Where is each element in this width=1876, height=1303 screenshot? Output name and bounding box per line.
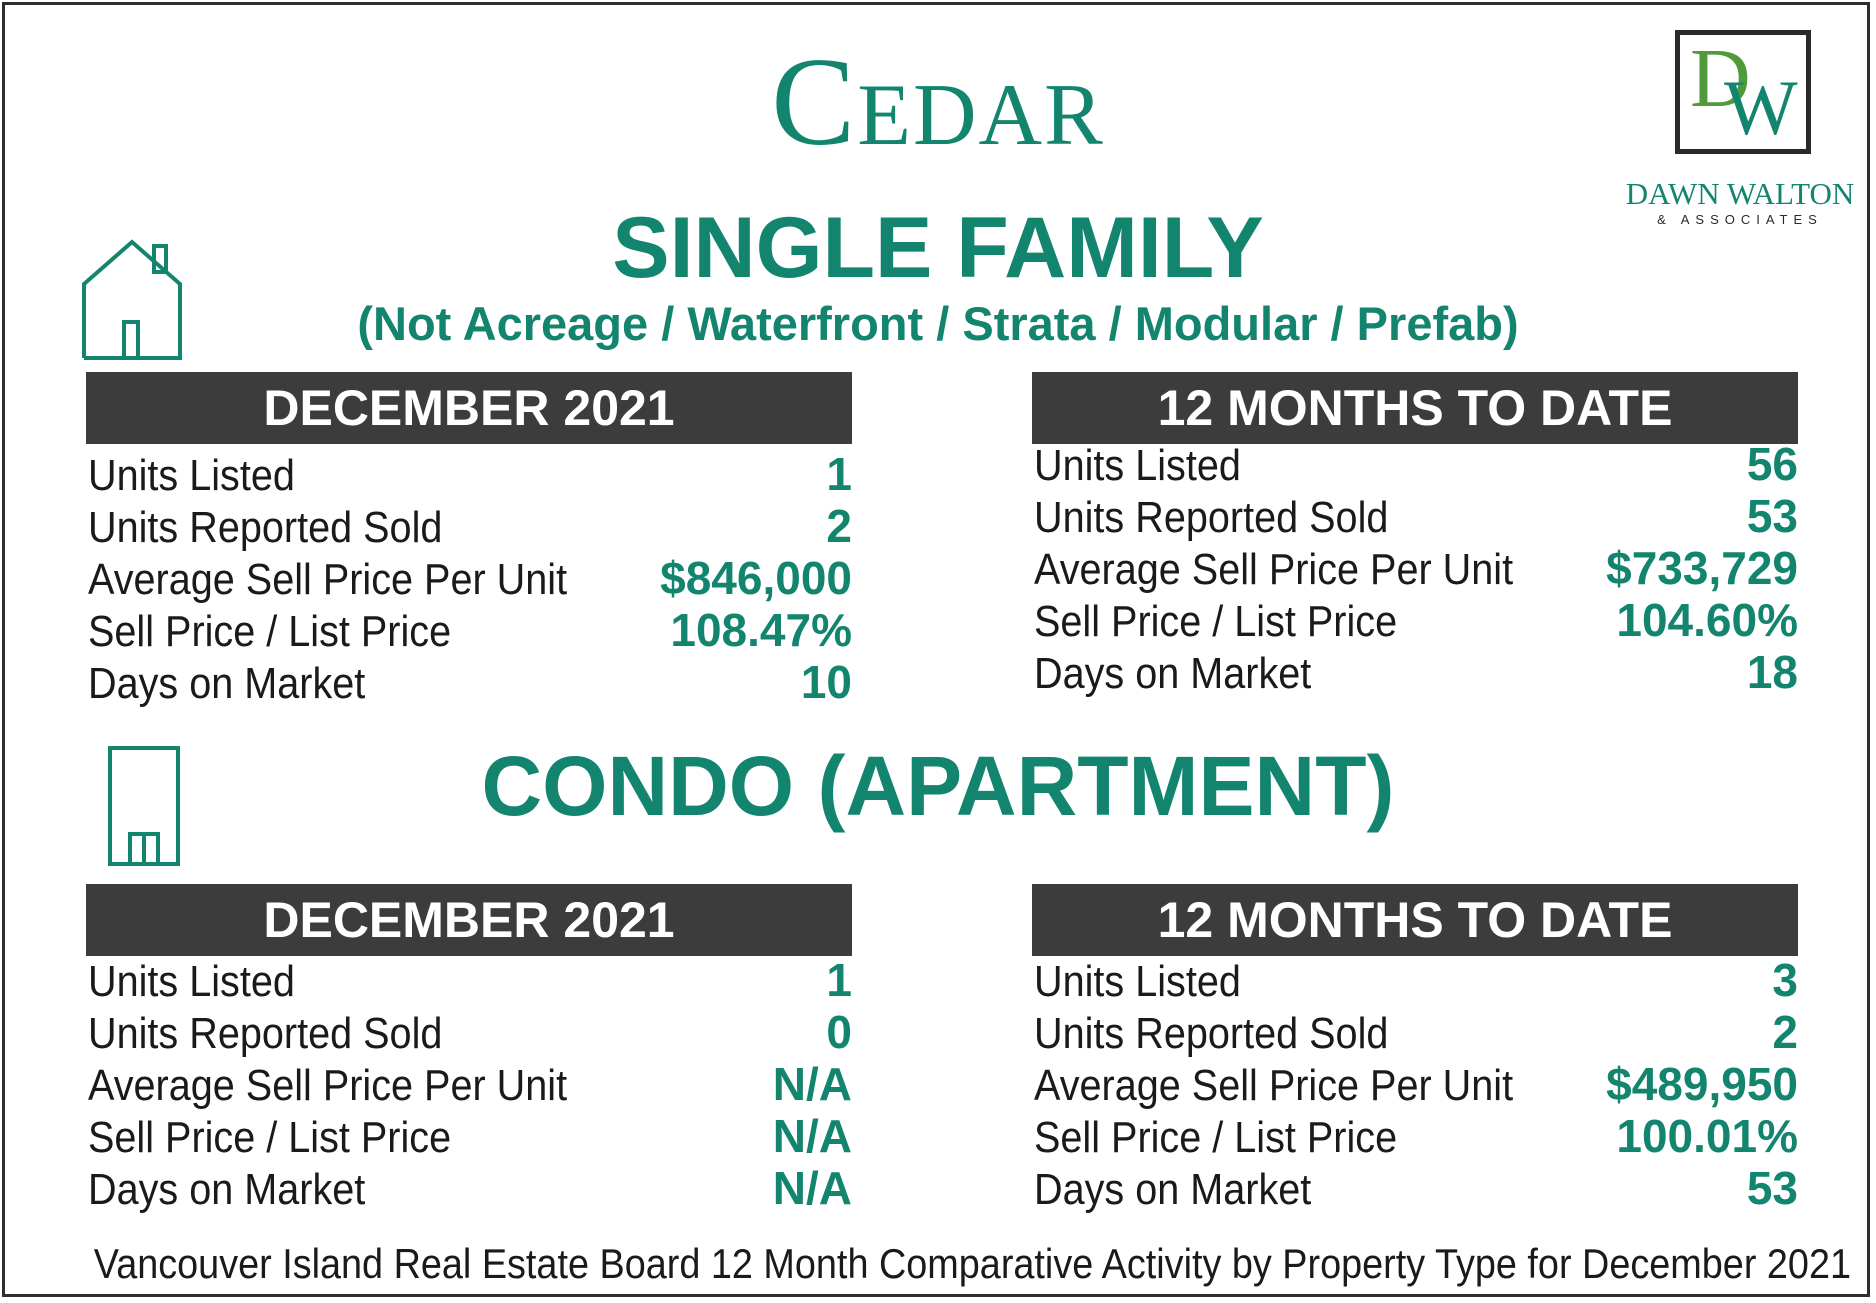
stat-label: Days on Market xyxy=(1034,649,1312,698)
panel-header: DECEMBER 2021 xyxy=(86,372,852,444)
stat-label: Units Reported Sold xyxy=(88,1009,443,1058)
logo-tagline: & ASSOCIATES xyxy=(1657,212,1823,227)
stat-label: Units Reported Sold xyxy=(1034,1009,1389,1058)
stat-value: $733,729 xyxy=(1606,542,1798,594)
stat-row: Average Sell Price Per Unit $846,000 xyxy=(86,552,852,604)
single-family-month-panel: DECEMBER 2021 Units Listed 1 Units Report… xyxy=(86,372,852,708)
stat-value: N/A xyxy=(772,1162,852,1214)
stat-label: Sell Price / List Price xyxy=(88,1113,452,1162)
apartment-building-icon xyxy=(108,746,180,866)
single-family-subheading: (Not Acreage / Waterfront / Strata / Mod… xyxy=(357,297,1519,350)
stat-value: 18 xyxy=(1746,646,1798,698)
stat-value: N/A xyxy=(772,1110,852,1162)
stat-value: 2 xyxy=(826,500,852,552)
stat-label: Units Listed xyxy=(88,451,295,500)
stat-value: 2 xyxy=(1772,1006,1798,1058)
single-family-ytd-panel: 12 MONTHS TO DATE Units Listed 56 Units R… xyxy=(1032,372,1798,698)
house-icon xyxy=(82,239,182,360)
stat-rows: Units Listed 1 Units Reported Sold 2 Avera… xyxy=(86,448,852,708)
stat-value: 108.47% xyxy=(670,604,852,656)
stat-row: Sell Price / List Price N/A xyxy=(86,1110,852,1162)
stat-value: 3 xyxy=(1772,954,1798,1006)
stat-value: 53 xyxy=(1746,1162,1798,1214)
stat-label: Sell Price / List Price xyxy=(1034,1113,1398,1162)
stat-label: Average Sell Price Per Unit xyxy=(1034,1061,1514,1110)
stat-label: Units Reported Sold xyxy=(1034,493,1389,542)
stat-label: Units Listed xyxy=(1034,957,1241,1006)
stat-value: $846,000 xyxy=(660,552,852,604)
stat-label: Average Sell Price Per Unit xyxy=(88,1061,568,1110)
stat-label: Units Reported Sold xyxy=(88,503,443,552)
stat-value: 1 xyxy=(826,448,852,500)
stat-row: Units Reported Sold 2 xyxy=(86,500,852,552)
stat-label: Days on Market xyxy=(88,659,366,708)
condo-heading: CONDO (APARTMENT) xyxy=(481,739,1395,833)
stat-row: Days on Market 18 xyxy=(1032,646,1798,698)
panel-header: DECEMBER 2021 xyxy=(86,884,852,956)
stat-row: Sell Price / List Price 104.60% xyxy=(1032,594,1798,646)
stat-value: N/A xyxy=(772,1058,852,1110)
stat-label: Units Listed xyxy=(1034,441,1241,490)
stat-value: 0 xyxy=(826,1006,852,1058)
stat-label: Average Sell Price Per Unit xyxy=(88,555,568,604)
stat-label: Days on Market xyxy=(1034,1165,1312,1214)
stat-row: Units Reported Sold 0 xyxy=(86,1006,852,1058)
stat-label: Sell Price / List Price xyxy=(88,607,452,656)
condo-ytd-panel: 12 MONTHS TO DATE Units Listed 3 Units Re… xyxy=(1032,884,1798,1214)
stat-row: Units Listed 3 xyxy=(1032,954,1798,1006)
stat-row: Sell Price / List Price 108.47% xyxy=(86,604,852,656)
stat-row: Days on Market 10 xyxy=(86,656,852,708)
panel-header: 12 MONTHS TO DATE xyxy=(1032,372,1798,444)
stat-label: Average Sell Price Per Unit xyxy=(1034,545,1514,594)
stat-label: Sell Price / List Price xyxy=(1034,597,1398,646)
stat-row: Days on Market N/A xyxy=(86,1162,852,1214)
stat-row: Units Listed 1 xyxy=(86,448,852,500)
page-title: Cedar xyxy=(771,33,1105,172)
stat-value: 1 xyxy=(826,954,852,1006)
stat-row: Average Sell Price Per Unit $489,950 xyxy=(1032,1058,1798,1110)
stat-row: Average Sell Price Per Unit $733,729 xyxy=(1032,542,1798,594)
stat-value: $489,950 xyxy=(1606,1058,1798,1110)
stat-value: 56 xyxy=(1746,438,1798,490)
stat-row: Sell Price / List Price 100.01% xyxy=(1032,1110,1798,1162)
condo-month-panel: DECEMBER 2021 Units Listed 1 Units Report… xyxy=(86,884,852,1214)
stat-rows: Units Listed 3 Units Reported Sold 2 Avera… xyxy=(1032,954,1798,1214)
stat-row: Average Sell Price Per Unit N/A xyxy=(86,1058,852,1110)
stat-row: Units Listed 56 xyxy=(1032,438,1798,490)
stat-label: Days on Market xyxy=(88,1165,366,1214)
stat-row: Units Reported Sold 53 xyxy=(1032,490,1798,542)
panel-header: 12 MONTHS TO DATE xyxy=(1032,884,1798,956)
stat-row: Days on Market 53 xyxy=(1032,1162,1798,1214)
stat-row: Units Listed 1 xyxy=(86,954,852,1006)
stat-value: 104.60% xyxy=(1616,594,1798,646)
logo-company-name: DAWN WALTON xyxy=(1625,176,1855,211)
stat-rows: Units Listed 1 Units Reported Sold 0 Avera… xyxy=(86,954,852,1214)
single-family-heading: SINGLE FAMILY xyxy=(612,200,1264,296)
stat-rows: Units Listed 56 Units Reported Sold 53 Ave… xyxy=(1032,438,1798,698)
stat-row: Units Reported Sold 2 xyxy=(1032,1006,1798,1058)
stat-value: 53 xyxy=(1746,490,1798,542)
source-footer: Vancouver Island Real Estate Board 12 Mo… xyxy=(93,1240,1852,1287)
stat-value: 100.01% xyxy=(1616,1110,1798,1162)
stat-label: Units Listed xyxy=(88,957,295,1006)
stat-value: 10 xyxy=(800,656,852,708)
